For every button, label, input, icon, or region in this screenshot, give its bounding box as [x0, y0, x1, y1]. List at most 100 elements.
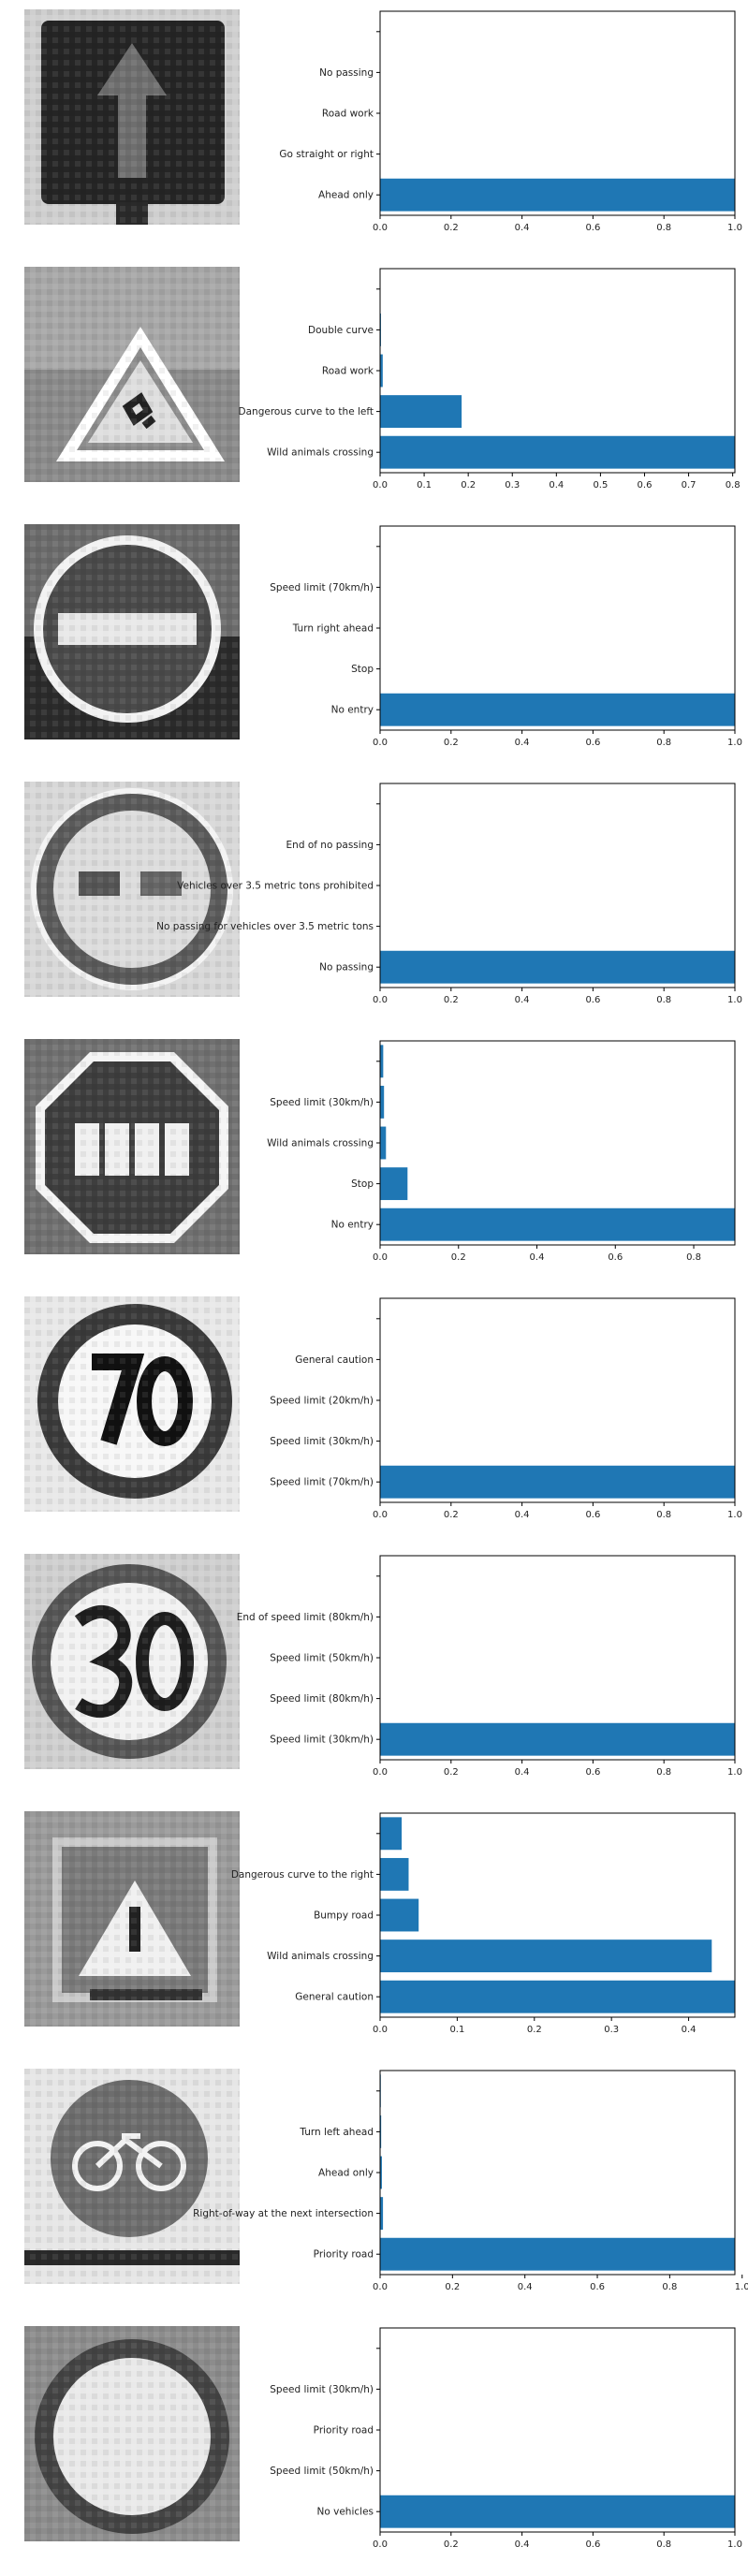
- prediction-row: Speed limit (30km/h) Speed limit (80km/h)…: [0, 1544, 748, 1802]
- category-label: Speed limit (30km/h): [270, 1734, 374, 1746]
- category-label: No entry: [331, 1220, 374, 1231]
- category-label: Dangerous curve to the left: [239, 406, 374, 417]
- x-tick-label: 0.6: [608, 1252, 623, 1263]
- probability-bar: [380, 1939, 712, 1973]
- x-tick-label: 0.6: [585, 2539, 600, 2550]
- prediction-chart: General caution Wild animals crossing Bump…: [231, 1812, 736, 2035]
- probability-bar: [380, 1208, 735, 1241]
- x-tick-label: 0.0: [373, 223, 388, 233]
- bicycles-crossing-sign-icon: [24, 2069, 240, 2284]
- x-tick-label: 0.8: [686, 1252, 701, 1263]
- category-label: Priority road: [314, 2425, 374, 2437]
- x-tick-label: 0.1: [449, 2025, 464, 2035]
- x-tick-label: 0.2: [461, 480, 476, 490]
- category-label: No entry: [331, 705, 374, 716]
- category-label: Bumpy road: [314, 1910, 374, 1922]
- x-tick-label: 0.4: [515, 1510, 530, 1520]
- prediction-row: No passing No passing for vehicles over 3…: [0, 772, 748, 1030]
- x-tick-label: 0.0: [373, 738, 388, 748]
- probability-bar: [380, 354, 383, 388]
- category-label: End of speed limit (80km/h): [237, 1612, 374, 1623]
- wild-animals-crossing-sign-icon: [24, 267, 240, 482]
- prediction-row: No entry Stop Wild animals crossing Speed l…: [0, 1030, 748, 1287]
- probability-bar: [380, 1126, 387, 1160]
- x-tick-label: 0.4: [515, 223, 530, 233]
- category-label: End of no passing: [286, 840, 374, 851]
- probability-bar: [380, 1465, 735, 1499]
- probability-bar: [380, 178, 735, 212]
- category-label: Vehicles over 3.5 metric tons prohibited: [177, 881, 374, 892]
- x-tick-label: 0.6: [585, 1510, 600, 1520]
- prediction-chart: No entry Stop Turn right ahead Speed limit …: [270, 525, 742, 748]
- x-tick-label: 0.4: [518, 2282, 533, 2292]
- speed-limit-30-sign-icon: [24, 1554, 240, 1769]
- x-tick-label: 0.2: [527, 2025, 542, 2035]
- x-tick-label: 0.6: [585, 223, 600, 233]
- x-tick-label: 0.4: [515, 738, 530, 748]
- category-label: Road work: [322, 366, 374, 377]
- x-tick-label: 0.2: [445, 2282, 460, 2292]
- x-tick-label: 0.6: [590, 2282, 605, 2292]
- probability-bar: [380, 2495, 735, 2528]
- category-label: Speed limit (20km/h): [270, 1396, 374, 1407]
- x-tick-label: 0.8: [656, 738, 671, 748]
- prediction-row: Priority road Right-of-way at the next in…: [0, 2059, 748, 2317]
- category-label: Ahead only: [318, 190, 374, 201]
- x-tick-label: 0.8: [656, 2539, 671, 2550]
- category-label: Wild animals crossing: [267, 1951, 374, 1962]
- category-label: General caution: [295, 1992, 374, 2003]
- probability-bar: [380, 1857, 409, 1891]
- prediction-chart: Speed limit (70km/h) Speed limit (30km/h)…: [270, 1297, 742, 1520]
- probability-bar: [380, 1898, 419, 1932]
- probability-bar: [380, 2156, 382, 2189]
- x-tick-label: 0.5: [593, 480, 608, 490]
- x-tick-label: 1.0: [727, 1510, 742, 1520]
- prediction-chart: No passing No passing for vehicles over 3…: [156, 783, 742, 1005]
- probability-bar: [380, 1167, 408, 1201]
- prediction-row: No entry Stop Turn right ahead Speed limit …: [0, 515, 748, 772]
- probability-bar: [380, 1722, 735, 1756]
- x-tick-label: 0.2: [444, 1510, 459, 1520]
- x-tick-label: 0.0: [373, 2025, 388, 2035]
- probability-bar: [380, 2115, 382, 2148]
- x-tick-label: 0.2: [444, 1767, 459, 1778]
- category-label: Dangerous curve to the right: [231, 1869, 374, 1881]
- x-tick-label: 1.0: [727, 2539, 742, 2550]
- no-passing-sign-icon: [24, 782, 240, 997]
- category-label: General caution: [295, 1354, 374, 1366]
- x-tick-label: 0.8: [662, 2282, 677, 2292]
- x-tick-label: 0.6: [585, 738, 600, 748]
- x-tick-label: 0.4: [549, 480, 564, 490]
- x-tick-label: 0.0: [373, 1510, 388, 1520]
- x-tick-label: 0.6: [585, 995, 600, 1005]
- x-tick-label: 0.0: [373, 1767, 388, 1778]
- category-label: Turn right ahead: [292, 623, 374, 635]
- speed-limit-70-sign-icon: [24, 1296, 240, 1512]
- category-label: Wild animals crossing: [267, 447, 374, 459]
- ahead-only-sign-icon: [24, 9, 240, 225]
- category-label: Double curve: [308, 325, 374, 336]
- category-label: Speed limit (30km/h): [270, 1097, 374, 1108]
- x-tick-label: 0.8: [656, 995, 671, 1005]
- x-tick-label: 0.4: [515, 1767, 530, 1778]
- category-label: Stop: [351, 664, 374, 675]
- probability-bar: [380, 395, 462, 429]
- category-label: No passing: [319, 67, 374, 79]
- category-label: Speed limit (30km/h): [270, 1436, 374, 1447]
- category-label: Speed limit (30km/h): [270, 2384, 374, 2395]
- probability-bar: [380, 1045, 384, 1078]
- category-label: No passing for vehicles over 3.5 metric …: [156, 921, 374, 932]
- x-tick-label: 0.2: [444, 2539, 459, 2550]
- category-label: Right-of-way at the next intersection: [193, 2208, 374, 2219]
- prediction-chart: No entry Stop Wild animals crossing Speed l…: [267, 1040, 736, 1263]
- prediction-chart: Ahead only Go straight or right Road work N…: [279, 10, 742, 233]
- category-label: No vehicles: [317, 2507, 374, 2518]
- x-tick-label: 0.0: [373, 1252, 388, 1263]
- x-tick-label: 0.0: [373, 480, 388, 490]
- prediction-row: Speed limit (70km/h) Speed limit (30km/h)…: [0, 1287, 748, 1544]
- x-tick-label: 0.7: [682, 480, 697, 490]
- probability-bar: [380, 950, 735, 984]
- x-tick-label: 0.2: [444, 995, 459, 1005]
- x-tick-label: 0.4: [682, 2025, 697, 2035]
